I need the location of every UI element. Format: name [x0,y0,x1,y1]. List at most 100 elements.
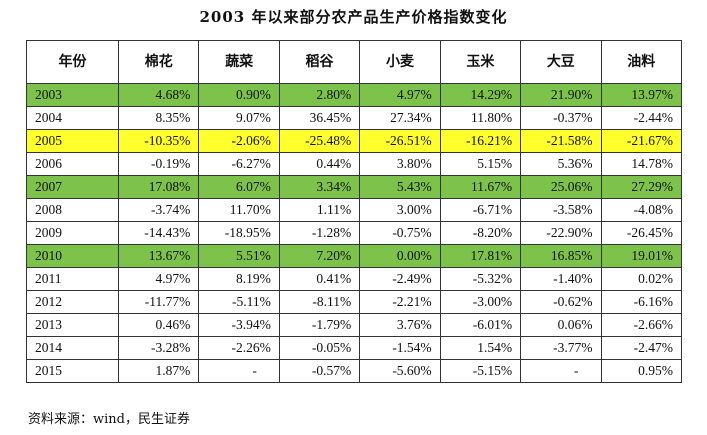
value-cell: 14.29% [439,83,522,107]
table-row: 2003 4.68% 0.90% 2.80% 4.97% 14.29% 21.90% 13.9… [26,83,683,107]
table-row: 2004 8.35% 9.07% 36.45% 27.34% 11.80% -0.37% -2… [26,106,683,130]
column-header: 油料 [600,40,683,84]
value-cell: 1.54% [439,336,522,360]
year-cell: 2015 [26,359,119,383]
value-cell: 5.43% [359,175,441,199]
value-cell: -1.79% [278,313,361,337]
value-cell: -0.57% [278,359,361,383]
value-cell: -2.21% [359,290,441,314]
value-cell: -6.01% [439,313,522,337]
value-cell: 0.00% [359,244,441,268]
table-body: 2003 4.68% 0.90% 2.80% 4.97% 14.29% 21.90% 13.9… [26,83,683,383]
year-cell: 2009 [26,221,119,245]
value-cell: -2.47% [600,336,683,360]
value-cell: -0.75% [359,221,441,245]
value-cell: 2.80% [278,83,361,107]
value-cell: 0.06% [520,313,602,337]
value-cell: 17.08% [117,175,200,199]
value-cell: -1.54% [359,336,441,360]
value-cell: -0.62% [520,290,602,314]
column-header: 稻谷 [278,40,361,84]
price-index-table: 年份 棉花 蔬菜 稻谷 小麦 玉米 大豆 油料 2003 4.68% 0.90% 2.80% 4.97… [26,40,683,383]
value-cell: 3.34% [278,175,361,199]
value-cell: -18.95% [198,221,280,245]
value-cell: -22.90% [520,221,602,245]
value-cell: -6.16% [600,290,683,314]
year-cell: 2014 [26,336,119,360]
table-row: 2010 13.67% 5.51% 7.20% 0.00% 17.81% 16.85% 19.… [26,244,683,268]
year-cell: 2006 [26,152,119,176]
value-cell: -0.37% [520,106,602,130]
value-cell: -0.19% [117,152,200,176]
value-cell: -11.77% [117,290,200,314]
value-cell: 3.80% [359,152,441,176]
value-cell: 36.45% [278,106,361,130]
value-cell: -16.21% [439,129,522,153]
value-cell: -2.44% [600,106,683,130]
value-cell: -5.11% [198,290,280,314]
value-cell: -26.51% [359,129,441,153]
table-title: 2003 年以来部分农产品生产价格指数变化 [199,8,508,26]
year-cell: 2010 [26,244,119,268]
value-cell: 5.51% [198,244,280,268]
value-cell: 1.87% [117,359,200,383]
value-cell: 27.34% [359,106,441,130]
value-cell: -3.77% [520,336,602,360]
year-cell: 2013 [26,313,119,337]
value-cell: -3.74% [117,198,200,222]
value-cell: 9.07% [198,106,280,130]
value-cell: -2.49% [359,267,441,291]
value-cell: 8.19% [198,267,280,291]
table-row: 2013 0.46% -3.94% -1.79% 3.76% -6.01% 0.06% -2.… [26,313,683,337]
value-cell: -8.20% [439,221,522,245]
value-cell: -1.40% [520,267,602,291]
value-cell: -8.11% [278,290,361,314]
value-cell: 13.67% [117,244,200,268]
year-cell: 2007 [26,175,119,199]
column-header: 年份 [26,40,119,84]
value-cell: 5.36% [520,152,602,176]
column-header: 大豆 [520,40,602,84]
source-note: 资料来源：wind，民生证券 [28,412,190,427]
year-cell: 2003 [26,83,119,107]
table-row: 2015 1.87% - -0.57% -5.60% -5.15% -0.95% [26,359,683,383]
value-cell: 11.67% [439,175,522,199]
table-row: 2011 4.97% 8.19% 0.41% -2.49% -5.32% -1.40% 0.0… [26,267,683,291]
value-cell: 16.85% [520,244,602,268]
column-header: 小麦 [359,40,441,84]
table-row: 2005 -10.35% -2.06% -25.48% -26.51% -16.21% -2… [26,129,683,153]
value-cell: 21.90% [520,83,602,107]
value-cell: -5.60% [359,359,441,383]
value-cell: - [198,359,280,383]
year-cell: 2011 [26,267,119,291]
value-cell: 0.44% [278,152,361,176]
year-cell: 2005 [26,129,119,153]
table-row: 2007 17.08% 6.07% 3.34% 5.43% 11.67% 25.06% 27.… [26,175,683,199]
year-cell: 2012 [26,290,119,314]
value-cell: 6.07% [198,175,280,199]
value-cell: -25.48% [278,129,361,153]
value-cell: -1.28% [278,221,361,245]
value-cell: -3.28% [117,336,200,360]
value-cell: -5.32% [439,267,522,291]
value-cell: 19.01% [600,244,683,268]
value-cell: 0.41% [278,267,361,291]
value-cell: 3.00% [359,198,441,222]
value-cell: -0.05% [278,336,361,360]
value-cell: -26.45% [600,221,683,245]
column-header: 棉花 [117,40,200,84]
value-cell: - [520,359,602,383]
header-row: 年份 棉花 蔬菜 稻谷 小麦 玉米 大豆 油料 [26,40,683,84]
value-cell: 14.78% [600,152,683,176]
value-cell: 0.90% [198,83,280,107]
value-cell: -6.71% [439,198,522,222]
value-cell: -21.58% [520,129,602,153]
table-row: 2006 -0.19% -6.27% 0.44% 3.80% 5.15% 5.36% 14.7… [26,152,683,176]
table-row: 2012 -11.77% -5.11% -8.11% -2.21% -3.00% -0.62… [26,290,683,314]
value-cell: 1.11% [278,198,361,222]
table-row: 2008 -3.74% 11.70% 1.11% 3.00% -6.71% -3.58% -4… [26,198,683,222]
value-cell: 0.95% [600,359,683,383]
value-cell: -3.00% [439,290,522,314]
value-cell: 4.97% [117,267,200,291]
value-cell: 25.06% [520,175,602,199]
